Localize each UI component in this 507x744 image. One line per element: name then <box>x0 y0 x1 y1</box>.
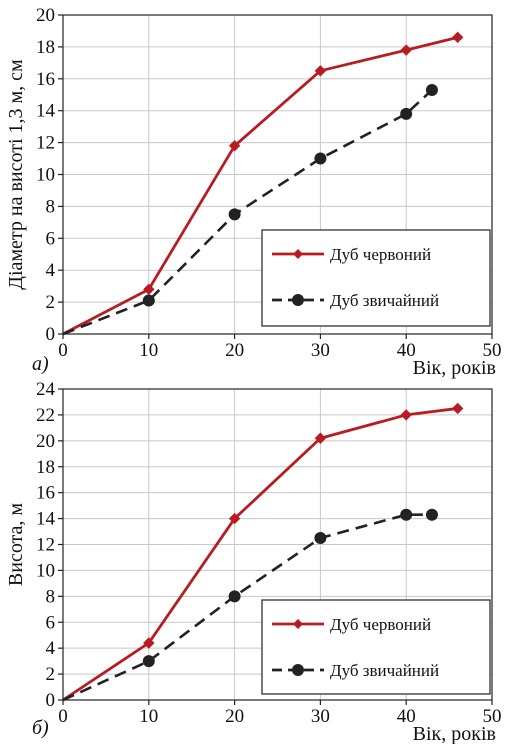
chart-0-x-tick-label: 40 <box>397 340 416 361</box>
chart-1-series-0-point <box>143 637 155 649</box>
chart-0-series-0-point <box>314 65 327 77</box>
chart-1-series-1-point <box>142 655 155 668</box>
chart-1-y-tick-label: 20 <box>36 431 55 452</box>
chart-0-panel-letter: а) <box>32 353 49 375</box>
chart-1-legend-marker-1 <box>292 664 304 676</box>
chart-0-legend-marker-0 <box>293 249 303 259</box>
chart-1-x-tick-label: 50 <box>483 706 502 727</box>
chart-0-y-axis-label: Діаметр на висоті 1,3 м, см <box>5 59 27 290</box>
chart-1-series-0-point <box>451 402 464 415</box>
chart-0-x-tick-label: 10 <box>139 340 158 361</box>
chart-0-x-tick-label: 20 <box>225 340 244 361</box>
chart-0-series-1-point <box>314 152 327 165</box>
chart-1-y-tick-label: 12 <box>36 535 55 556</box>
chart-0-y-tick-label: 2 <box>46 292 56 313</box>
chart-1-legend: Дуб червоний Дуб звичайний <box>261 599 491 695</box>
chart-0-legend-marker-1 <box>292 294 304 306</box>
chart-1-y-tick-label: 22 <box>36 405 55 426</box>
chart-0-y-tick-label: 20 <box>36 5 55 26</box>
chart-0-series-line-0 <box>62 35 459 336</box>
chart-0-y-tick-label: 12 <box>36 133 55 154</box>
chart-0-y-tick-label: 10 <box>36 165 55 186</box>
chart-1-y-tick-label: 16 <box>36 483 55 504</box>
chart-1-series-1-point <box>400 508 413 521</box>
chart-1-series-1-point <box>425 508 438 521</box>
chart-1-legend-label-0: Дуб червоний <box>330 615 431 634</box>
chart-0-series-0-point <box>400 44 412 56</box>
chart-1-series-1 <box>62 508 438 702</box>
diameter-chart: 0 10 20 30 40 50 0 2 4 6 8 10 12 14 16 18 20 Вік, років Ді… <box>5 5 502 379</box>
chart-1-x-tick-label: 30 <box>311 706 330 727</box>
chart-0-x-tick-label: 50 <box>483 340 502 361</box>
chart-0-series-0-point <box>228 140 241 152</box>
chart-0-series-0 <box>62 31 464 336</box>
chart-1-panel-letter: б) <box>32 717 49 739</box>
chart-0-series-1 <box>62 83 438 336</box>
chart-1-y-tick-label: 8 <box>46 586 56 607</box>
chart-1-legend-label-1: Дуб звичайний <box>330 661 439 680</box>
chart-1-series-line-0 <box>62 407 458 702</box>
chart-1-legend-marker-0 <box>293 619 303 629</box>
chart-1-x-tick-label: 20 <box>225 706 244 727</box>
chart-1-series-line-1 <box>62 513 432 702</box>
chart-1-series-1-point <box>228 590 241 603</box>
chart-0-y-tick-label: 6 <box>46 228 56 249</box>
chart-0-series-0-point <box>451 31 464 44</box>
chart-1-series-1-point <box>314 532 327 545</box>
chart-1-y-tick-label: 2 <box>46 664 56 685</box>
chart-1-y-axis-label: Висота, м <box>5 503 27 587</box>
chart-1-y-tick-label: 6 <box>46 612 56 633</box>
chart-1-x-axis-label: Вік, років <box>413 723 496 744</box>
chart-0-x-tick-label: 0 <box>58 340 68 361</box>
chart-0-x-tick-label: 30 <box>311 340 330 361</box>
chart-0-y-tick-label: 14 <box>36 101 56 122</box>
chart-0-series-1-point <box>400 107 413 120</box>
chart-0-series-1-point <box>142 294 155 307</box>
chart-1-series-0 <box>62 402 464 702</box>
chart-0-legend-label-1: Дуб звичайний <box>330 291 439 310</box>
chart-1-series-0-point <box>314 432 327 444</box>
chart-1-y-tick-label: 0 <box>46 690 56 711</box>
chart-0-x-axis-label: Вік, років <box>413 357 496 379</box>
chart-0-series-1-point <box>228 208 241 221</box>
chart-0-y-tick-label: 18 <box>36 37 55 58</box>
chart-1-y-tick-label: 24 <box>36 379 56 400</box>
chart-1-x-tick-label: 10 <box>139 706 158 727</box>
chart-1-series-0-point <box>228 512 241 525</box>
chart-1-y-tick-label: 14 <box>36 509 56 530</box>
chart-0-legend-box <box>261 229 491 327</box>
chart-0-legend: Дуб червоний Дуб звичайний <box>261 229 491 327</box>
chart-1-x-tick-label: 40 <box>397 706 416 727</box>
chart-0-series-0-point <box>143 283 155 296</box>
chart-1-y-tick-label: 18 <box>36 457 55 478</box>
chart-1-x-tick-label: 0 <box>58 706 68 727</box>
chart-1-series-0-point <box>400 409 412 421</box>
chart-0-y-tick-label: 8 <box>46 196 56 217</box>
chart-0-y-tick-label: 4 <box>46 260 56 281</box>
chart-0-y-tick-label: 0 <box>46 324 56 345</box>
chart-1-y-tick-label: 4 <box>46 638 56 659</box>
chart-1-legend-box <box>261 599 491 695</box>
chart-0-y-tick-label: 16 <box>36 69 55 90</box>
chart-0-series-1-point <box>425 83 438 96</box>
chart-0-legend-label-0: Дуб червоний <box>330 245 431 264</box>
chart-1-y-tick-label: 10 <box>36 560 55 581</box>
